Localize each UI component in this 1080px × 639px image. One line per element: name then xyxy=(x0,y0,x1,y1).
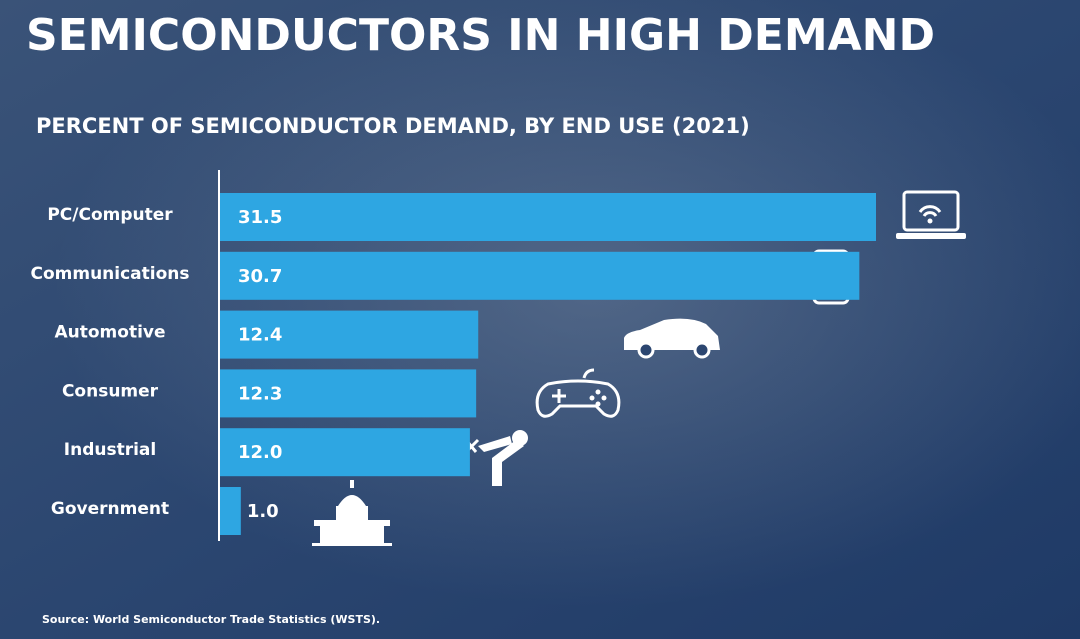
source-note: Source: World Semiconductor Trade Statis… xyxy=(42,613,380,626)
value-label: 30.7 xyxy=(238,266,282,287)
bar xyxy=(220,251,860,300)
icon-laptop xyxy=(896,190,966,239)
category-label: Communications xyxy=(30,264,189,284)
category-label: Industrial xyxy=(64,440,156,460)
category-label: PC/Computer xyxy=(47,205,173,225)
chart-title: SEMICONDUCTORS IN HIGH DEMAND xyxy=(26,10,935,61)
icon-robot-arm xyxy=(464,430,528,486)
category-label: Consumer xyxy=(62,381,159,401)
bar xyxy=(220,428,470,477)
bar xyxy=(220,310,479,359)
value-label: 1.0 xyxy=(247,501,279,522)
category-label: Government xyxy=(51,499,169,519)
value-label: 12.4 xyxy=(238,325,282,346)
bar xyxy=(220,487,241,535)
bar xyxy=(220,193,876,241)
icon-capitol xyxy=(312,480,392,546)
value-label: 31.5 xyxy=(238,207,282,228)
icon-car xyxy=(624,318,720,359)
category-label: Automotive xyxy=(54,323,165,343)
chart-subtitle: PERCENT OF SEMICONDUCTOR DEMAND, BY END … xyxy=(36,114,750,138)
value-label: 12.0 xyxy=(238,442,282,463)
bar xyxy=(220,369,477,418)
value-label: 12.3 xyxy=(238,383,282,404)
icon-controller xyxy=(535,368,621,418)
